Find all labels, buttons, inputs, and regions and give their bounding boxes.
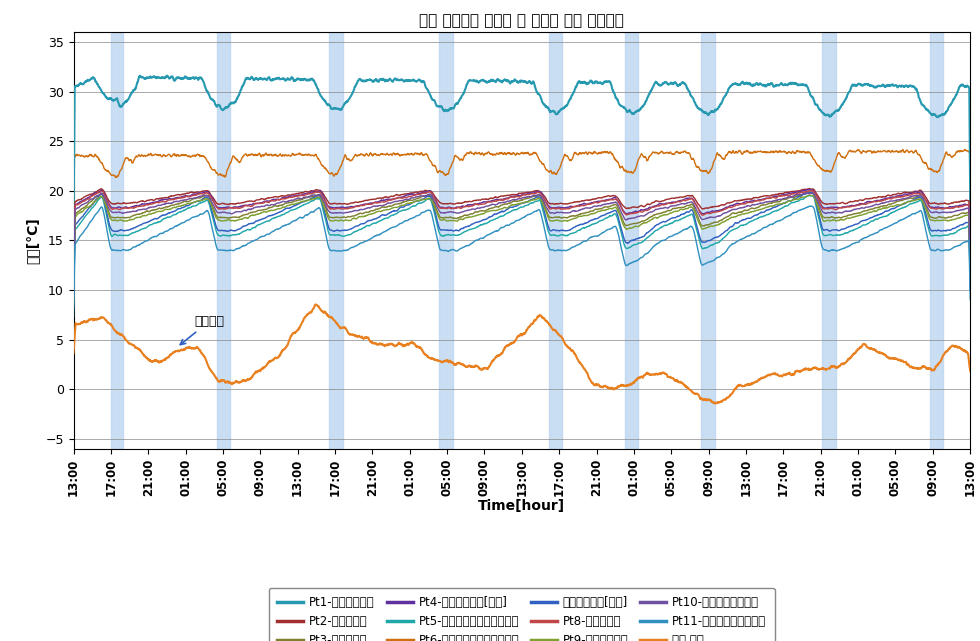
- X-axis label: Time[hour]: Time[hour]: [478, 499, 565, 513]
- Title: 동계 급기구측 설비구 및 전력구 내부 표면온도: 동계 급기구측 설비구 및 전력구 내부 표면온도: [419, 13, 624, 28]
- Bar: [329, 32, 343, 449]
- Bar: [930, 32, 944, 449]
- Bar: [625, 32, 638, 449]
- Bar: [549, 32, 563, 449]
- Text: 외기온도: 외기온도: [180, 315, 224, 345]
- Bar: [822, 32, 836, 449]
- Y-axis label: 온도[°C]: 온도[°C]: [25, 217, 40, 263]
- Bar: [111, 32, 122, 449]
- Bar: [439, 32, 453, 449]
- Legend: Pt1-설비구우측벽, Pt2-설비구천정, Pt3-설비구바닥, Pt4-설비구좌측벽[격벽], Pt5-설비구지역난방공급배관, Pt6-설비구지역난방회수: Pt1-설비구우측벽, Pt2-설비구천정, Pt3-설비구바닥, Pt4-설비…: [270, 588, 774, 641]
- Bar: [217, 32, 230, 449]
- Bar: [701, 32, 714, 449]
